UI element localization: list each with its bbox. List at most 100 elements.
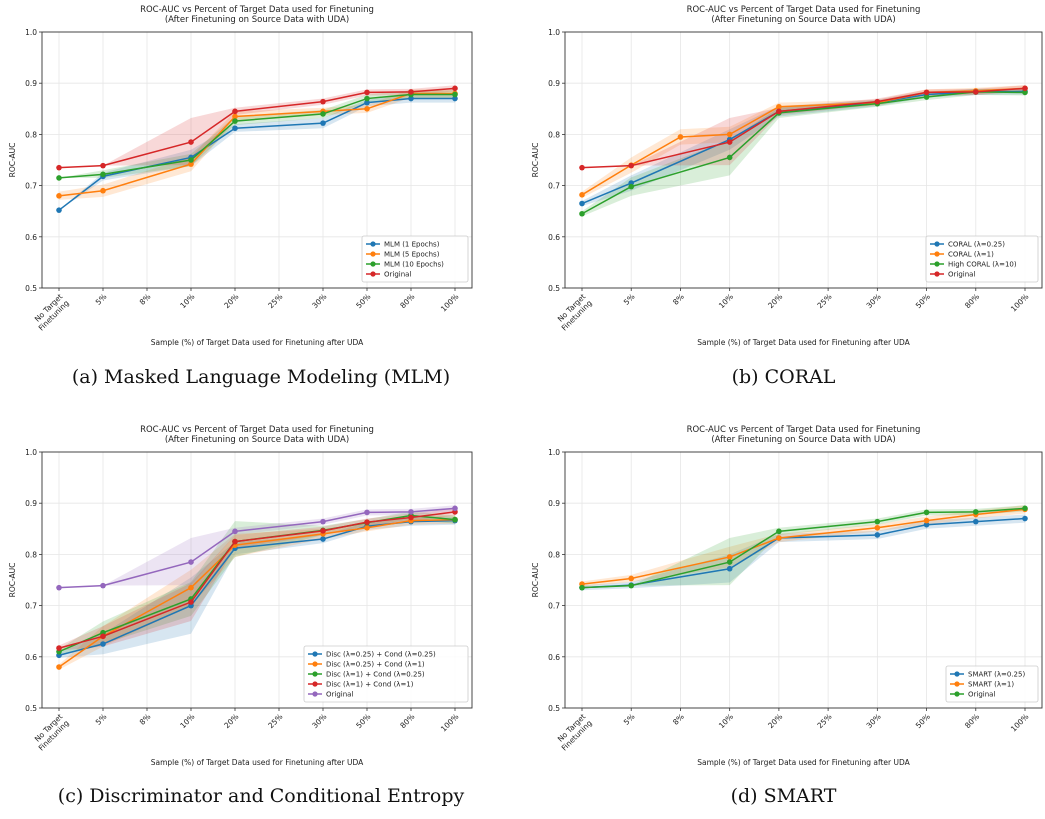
mlm-line-series-0 xyxy=(58,97,455,211)
smart-point-series-0 xyxy=(726,565,733,572)
mlm-ytick-label: 0.6 xyxy=(25,233,37,242)
coral-legend-label: CORAL (λ=0.25) xyxy=(948,241,1005,249)
disc-cond-point-series-4 xyxy=(232,528,238,535)
smart-xtick-label: 25% xyxy=(815,712,833,730)
coral-legend-box xyxy=(925,235,1039,283)
chart-panel-mlm: ROC-AUC vs Percent of Target Data used f… xyxy=(0,0,522,400)
disc-cond-point-series-1 xyxy=(188,584,194,591)
mlm-ytick-label: 0.9 xyxy=(25,79,37,88)
mlm-point-series-0 xyxy=(452,95,458,102)
disc-cond-point-series-4 xyxy=(188,559,194,565)
coral-legend-label: High CORAL (λ=10) xyxy=(948,261,1017,269)
coral-xtick-label: 80% xyxy=(963,292,981,310)
mlm-point-series-0 xyxy=(56,207,62,213)
mlm-xtick-label: 30% xyxy=(310,292,328,310)
coral-ytick-label: 1.0 xyxy=(548,28,560,37)
coral-point-series-2 xyxy=(923,94,930,100)
coral-legend-marker xyxy=(934,261,940,267)
smart-title: ROC-AUC vs Percent of Target Data used f… xyxy=(687,425,921,435)
disc-cond-point-series-3 xyxy=(100,633,106,640)
smart-xtick-label: 20% xyxy=(766,712,784,730)
coral-point-series-2 xyxy=(579,210,585,217)
disc-cond-legend-marker xyxy=(312,671,318,677)
coral-point-series-3 xyxy=(1022,85,1028,92)
smart-xtick-label: 8% xyxy=(671,712,686,727)
disc-cond-xtick-label: 20% xyxy=(222,712,240,730)
coral-xtick-label: 30% xyxy=(865,292,883,310)
coral-point-series-1 xyxy=(579,192,585,198)
disc-cond-legend-label: Disc (λ=0.25) + Cond (λ=0.25) xyxy=(326,651,436,659)
disc-cond-point-series-3 xyxy=(188,599,194,605)
mlm-xtick-label: 50% xyxy=(354,292,372,310)
mlm-point-series-3 xyxy=(56,164,62,171)
chart-disc-cond: ROC-AUC vs Percent of Target Data used f… xyxy=(8,425,473,767)
disc-cond-point-series-0 xyxy=(100,641,106,647)
coral-point-series-3 xyxy=(874,98,881,105)
smart-ytick-label: 0.5 xyxy=(548,704,560,713)
disc-cond-point-series-0 xyxy=(320,536,326,542)
mlm-point-series-3 xyxy=(188,139,194,145)
smart-band-series-2 xyxy=(582,505,1025,588)
mlm-ytick-label: 1.0 xyxy=(25,28,37,37)
disc-cond-point-series-3 xyxy=(408,514,414,521)
coral-point-series-3 xyxy=(726,139,733,145)
coral-band-series-2 xyxy=(582,88,1025,217)
smart-legend-marker xyxy=(954,681,960,687)
disc-cond-point-series-4 xyxy=(364,509,370,516)
coral-point-series-2 xyxy=(1022,89,1028,96)
disc-cond-line-series-3 xyxy=(58,511,456,649)
smart-point-series-0 xyxy=(972,518,979,525)
mlm-title: ROC-AUC vs Percent of Target Data used f… xyxy=(140,5,374,15)
mlm-plot-frame xyxy=(41,31,473,289)
disc-cond-legend-label: Disc (λ=0.25) + Cond (λ=1) xyxy=(326,661,425,669)
coral-xtick-label: 100% xyxy=(1009,292,1031,314)
coral-point-series-3 xyxy=(972,89,979,95)
disc-cond-xtick-label: 100% xyxy=(439,712,461,734)
disc-cond-xtick-label: 10% xyxy=(178,712,196,730)
smart-point-series-2 xyxy=(874,518,881,525)
disc-cond-point-series-1 xyxy=(56,664,62,670)
disc-cond-xtick-label: 5% xyxy=(94,712,109,727)
coral-ytick-label: 0.8 xyxy=(548,130,560,139)
mlm-point-series-0 xyxy=(320,120,326,126)
mlm-legend: MLM (1 Epochs) MLM (5 Epochs) MLM (10 Epoc… xyxy=(361,235,469,283)
smart-point-series-2 xyxy=(726,559,733,565)
mlm-xtick-label: 10% xyxy=(178,292,196,310)
smart-xtick-label: 100% xyxy=(1009,712,1031,734)
disc-cond-legend: Disc (λ=0.25) + Cond (λ=0.25) Disc (λ=0.2… xyxy=(303,645,469,703)
smart-legend-marker xyxy=(954,671,960,677)
coral-line-series-2 xyxy=(581,91,1026,215)
mlm-point-series-3 xyxy=(320,98,326,105)
disc-cond-xtick-label: 25% xyxy=(266,712,284,730)
disc-cond-xlabel: Sample (%) of Target Data used for Finet… xyxy=(151,758,364,767)
coral-point-series-3 xyxy=(923,89,930,96)
smart-point-series-0 xyxy=(923,521,930,528)
mlm-ytick-label: 0.8 xyxy=(25,130,37,139)
smart-ytick-label: 0.7 xyxy=(548,602,560,611)
coral-ytick-label: 0.7 xyxy=(548,182,560,191)
coral-point-series-3 xyxy=(628,162,635,169)
mlm-point-series-2 xyxy=(188,157,194,163)
mlm-line-series-3 xyxy=(58,87,456,169)
mlm-xtick-label: 20% xyxy=(222,292,240,310)
disc-cond-ylabel: ROC-AUC xyxy=(8,563,17,598)
disc-cond-line-series-1 xyxy=(58,518,456,668)
smart-subtitle: (After Finetuning on Source Data with UD… xyxy=(711,435,895,445)
disc-cond-band-series-0 xyxy=(59,516,455,658)
disc-cond-ytick-label: 0.5 xyxy=(25,704,37,713)
disc-cond-line-series-4 xyxy=(58,507,456,589)
smart-legend-label: SMART (λ=0.25) xyxy=(968,671,1025,679)
smart-point-series-1 xyxy=(923,517,930,524)
mlm-point-series-1 xyxy=(364,106,370,112)
smart-ytick-label: 0.9 xyxy=(548,499,560,508)
smart-plot-frame xyxy=(564,451,1043,709)
mlm-point-series-3 xyxy=(364,89,370,96)
smart-line-series-2 xyxy=(581,507,1026,589)
mlm-point-series-2 xyxy=(364,95,370,102)
coral-point-series-0 xyxy=(579,200,585,207)
mlm-legend-label: MLM (5 Epochs) xyxy=(384,251,440,259)
coral-plot-frame xyxy=(564,31,1043,289)
chart-mlm: ROC-AUC vs Percent of Target Data used f… xyxy=(8,5,473,347)
disc-cond-legend-label: Disc (λ=1) + Cond (λ=1) xyxy=(326,681,414,689)
disc-cond-legend-label: Original xyxy=(326,691,353,699)
